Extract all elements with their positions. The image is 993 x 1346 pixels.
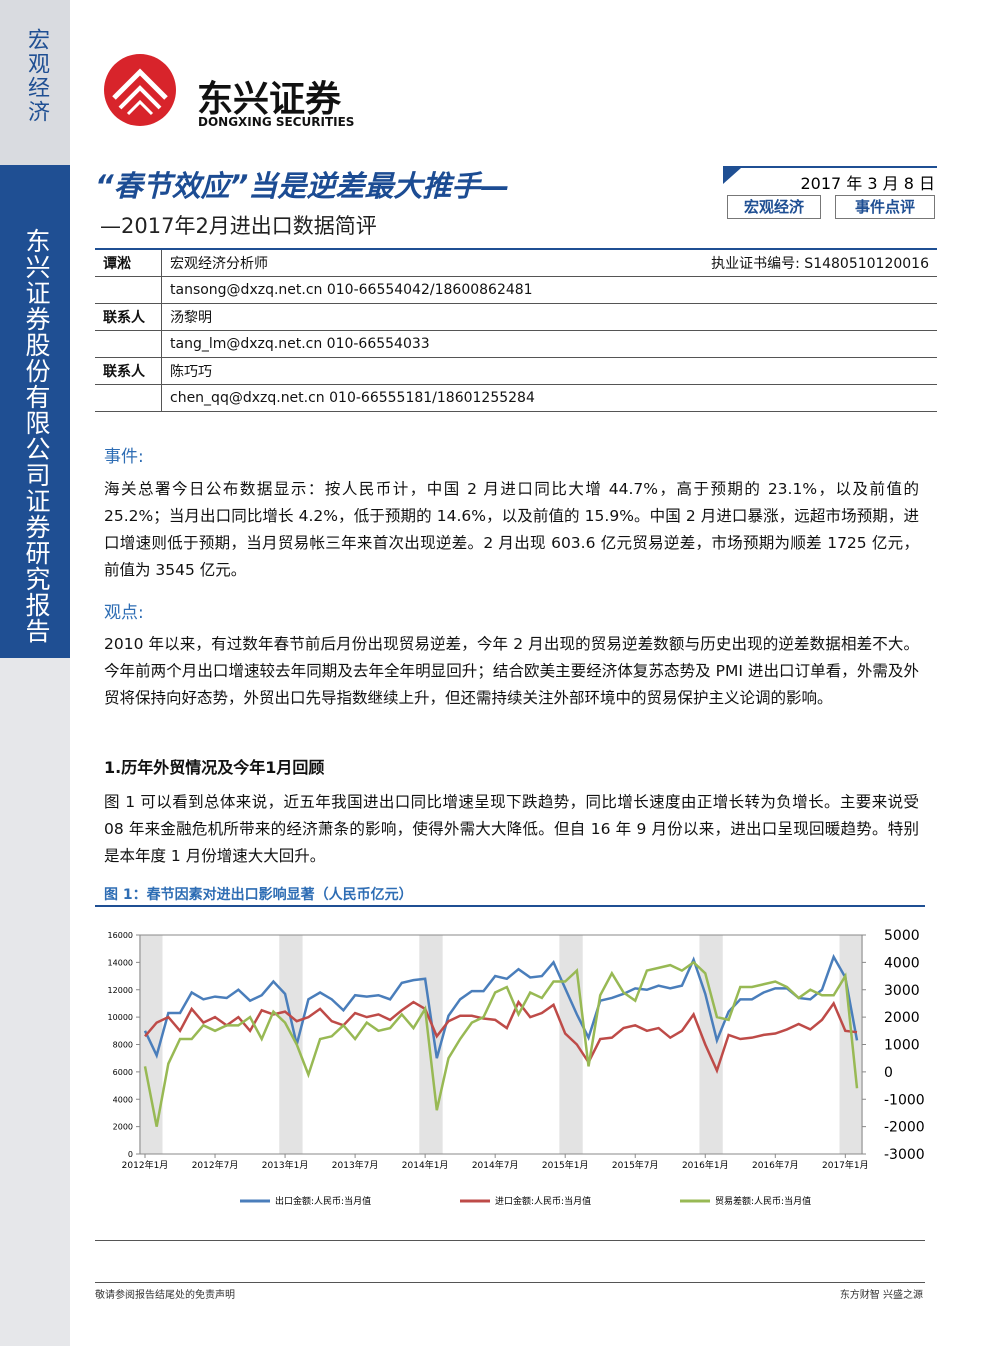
y2-tick-label: -1000 (884, 1092, 925, 1108)
sidebar-top (0, 0, 70, 165)
cert: 执业证书编号: S1480510120016 (416, 249, 937, 277)
tag: 事件点评 (835, 195, 935, 219)
heading: 事件: (104, 447, 144, 467)
logo-mark (104, 54, 176, 126)
sidebar-bottom (0, 658, 70, 1346)
x-tick-label: 2017年1月 (822, 1159, 869, 1171)
legend-label: 贸易差额:人民币:当月值 (715, 1195, 811, 1207)
y2-tick-label: 0 (884, 1065, 893, 1081)
label: 联系人 (95, 303, 162, 331)
y2-tick-label: -3000 (884, 1147, 925, 1163)
shade-band (839, 935, 863, 1154)
y-tick-label: 2000 (113, 1123, 133, 1132)
x-tick-label: 2016年7月 (752, 1159, 799, 1171)
shade-band (559, 935, 583, 1154)
logo-cn: 东兴证券 (197, 79, 342, 120)
plot-frame (139, 934, 863, 1155)
heading: 观点: (104, 603, 144, 623)
y2-tick-label: 5000 (884, 928, 920, 944)
paragraph: 图 1 可以看到总体来说，近五年我国进出口同比增速呈现下跌趋势，同比增长速度由正… (104, 793, 919, 865)
title: “春节效应”当是逆差最大推手— (95, 169, 510, 203)
x-tick-label: 2014年7月 (472, 1159, 519, 1171)
sidebar-category: 宏观经济 (24, 28, 49, 124)
x-tick-label: 2013年1月 (262, 1159, 309, 1171)
logo-en: DONGXING SECURITIES (198, 115, 355, 129)
x-tick-label: 2012年1月 (122, 1159, 169, 1171)
footer-left: 敬请参阅报告结尾处的免责声明 (95, 1290, 235, 1301)
y-tick-label: 10000 (108, 1013, 133, 1022)
shade-band (419, 935, 443, 1154)
y-tick-label: 4000 (113, 1095, 133, 1104)
chart-title: 图 1：春节因素对进出口影响显著（人民币亿元） (104, 887, 413, 903)
corner (723, 168, 741, 184)
contact: chen_qq@dxzq.net.cn 010-66555181/1860125… (161, 384, 937, 412)
y-tick-label: 0 (128, 1150, 133, 1159)
name: 汤黎明 (161, 303, 937, 331)
y2-tick-label: 4000 (884, 955, 920, 971)
y-tick-label: 12000 (108, 986, 133, 995)
y-tick-label: 8000 (113, 1041, 133, 1050)
date: 2017 年 3 月 8 日 (800, 174, 935, 193)
legend-label: 进口金额:人民币:当月值 (495, 1195, 591, 1207)
x-tick-label: 2012年7月 (192, 1159, 239, 1171)
series-line (143, 960, 859, 1127)
x-tick-label: 2015年1月 (542, 1159, 589, 1171)
heading: 1.历年外贸情况及今年1月回顾 (104, 758, 325, 777)
contact: tansong@dxzq.net.cn 010-66554042/1860086… (161, 276, 937, 304)
x-tick-label: 2013年7月 (332, 1159, 379, 1171)
shade-band (279, 935, 303, 1154)
y-tick-label: 16000 (108, 931, 133, 940)
role: 宏观经济分析师 (161, 249, 417, 277)
x-tick-label: 2014年1月 (402, 1159, 449, 1171)
name: 谭淞 (95, 249, 162, 277)
tag: 宏观经济 (727, 195, 821, 219)
chart: 0200040006000800010000120001400016000-30… (108, 928, 925, 1207)
x-tick-label: 2016年1月 (682, 1159, 729, 1171)
y2-tick-label: 3000 (884, 983, 920, 999)
date-box: 2017 年 3 月 8 日 宏观经济 事件点评 (723, 166, 937, 220)
y-tick-label: 14000 (108, 958, 133, 967)
name: 陈巧巧 (161, 357, 937, 385)
legend-label: 出口金额:人民币:当月值 (275, 1195, 371, 1207)
subtitle: —2017年2月进出口数据简评 (100, 214, 377, 238)
analyst-table: 谭淞 宏观经济分析师 执业证书编号: S1480510120016 tansong@… (95, 248, 937, 412)
y-tick-label: 6000 (113, 1068, 133, 1077)
series-line (144, 999, 858, 1074)
shade-band (699, 935, 723, 1154)
y2-tick-label: 2000 (884, 1010, 920, 1026)
paragraph: 2010 年以来，有过数年春节前后月份出现贸易逆差，今年 2 月出现的贸易逆差数… (104, 635, 919, 707)
footer-rule (95, 1282, 925, 1283)
sidebar-company: 东兴证券股份有限公司证券研究报告 (22, 228, 51, 644)
series-line (143, 953, 859, 1060)
chart-rule (95, 905, 925, 907)
y2-tick-label: 1000 (884, 1038, 920, 1054)
footer-right: 东方财智 兴盛之源 (839, 1290, 923, 1301)
x-tick-label: 2015年7月 (612, 1159, 659, 1171)
sidebar-band (0, 165, 70, 658)
paragraph: 海关总署今日公布数据显示：按人民币计，中国 2 月进口同比大增 44.7%，高于… (104, 480, 919, 579)
chart-rule (95, 1240, 925, 1241)
y2-tick-label: -2000 (884, 1120, 925, 1136)
label: 联系人 (95, 357, 162, 385)
contact: tang_lm@dxzq.net.cn 010-66554033 (161, 330, 937, 358)
